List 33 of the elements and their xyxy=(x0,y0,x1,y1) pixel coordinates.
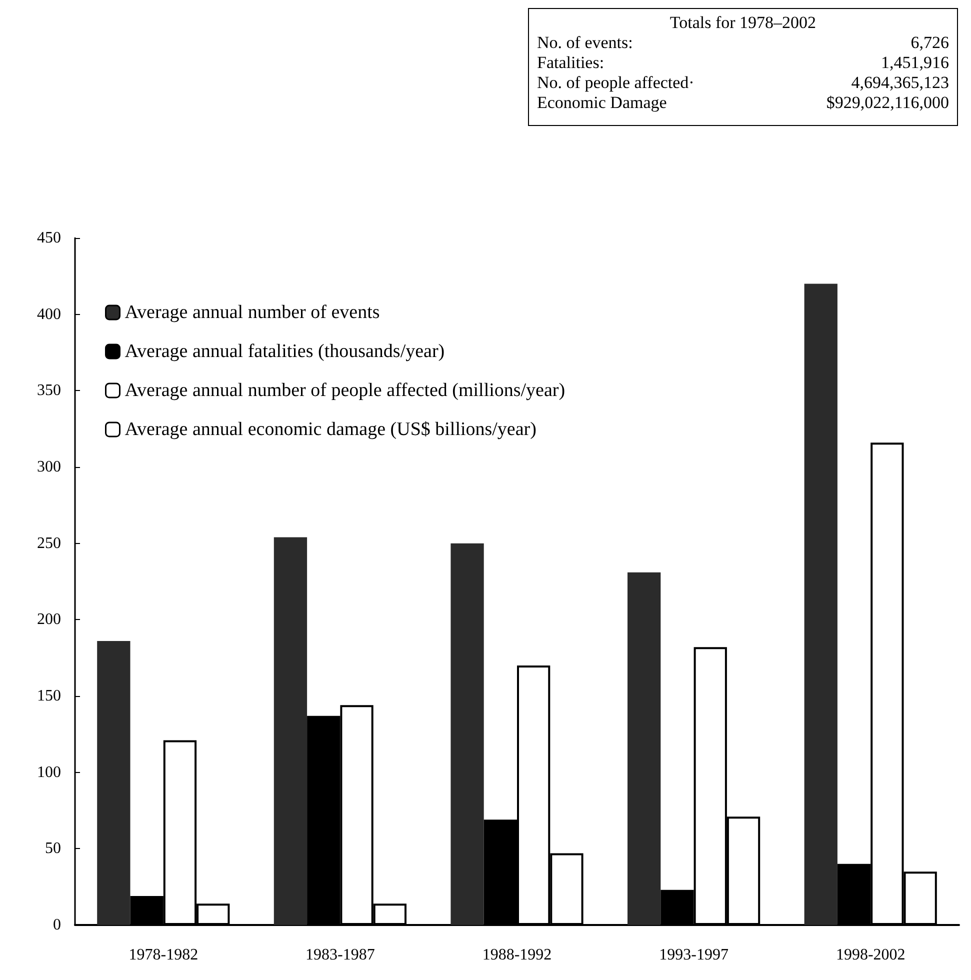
x-tick-label: 1988-1992 xyxy=(482,946,552,964)
x-tick-label: 1993-1997 xyxy=(659,946,728,964)
text: 6,726 xyxy=(910,33,949,53)
text: Economic Damage xyxy=(537,93,668,113)
y-tick-label: 300 xyxy=(37,458,61,476)
text: Totals for 1978–2002 xyxy=(668,13,818,33)
legend-label: Average annual number of people affected (millions/year) xyxy=(124,380,566,401)
text: 1,451,916 xyxy=(880,53,949,73)
y-tick-label: 400 xyxy=(37,306,61,323)
x-tick-label: 1998-2002 xyxy=(836,946,906,964)
legend-label: Average annual number of events xyxy=(124,302,380,323)
y-tick-label: 0 xyxy=(53,916,61,934)
bar xyxy=(628,572,661,925)
text: 4,694,365,123 xyxy=(850,73,949,93)
text: $929,022,116,000 xyxy=(826,93,949,113)
y-tick-label: 450 xyxy=(37,230,61,246)
text: No. of events: xyxy=(537,33,634,53)
bar xyxy=(97,641,130,925)
text: Fatalities: xyxy=(537,53,606,73)
y-tick-label: 200 xyxy=(37,611,61,628)
y-tick-label: 100 xyxy=(37,764,61,781)
y-tick-label: 150 xyxy=(37,688,61,704)
bar xyxy=(450,543,484,925)
bar xyxy=(274,537,308,925)
y-tick-label: 350 xyxy=(37,382,61,400)
text: No. of people affected· xyxy=(537,73,696,93)
legend-label: Average annual fatalities (thousands/year) xyxy=(124,341,445,362)
y-tick-label: 250 xyxy=(37,534,61,552)
y-tick-label: 50 xyxy=(45,840,61,858)
legend-label: Average annual economic damage (US$ billions/year) xyxy=(124,419,536,440)
x-tick-label: 1978-1982 xyxy=(128,946,198,964)
bar xyxy=(804,284,838,925)
x-tick-label: 1983-1987 xyxy=(306,946,375,964)
